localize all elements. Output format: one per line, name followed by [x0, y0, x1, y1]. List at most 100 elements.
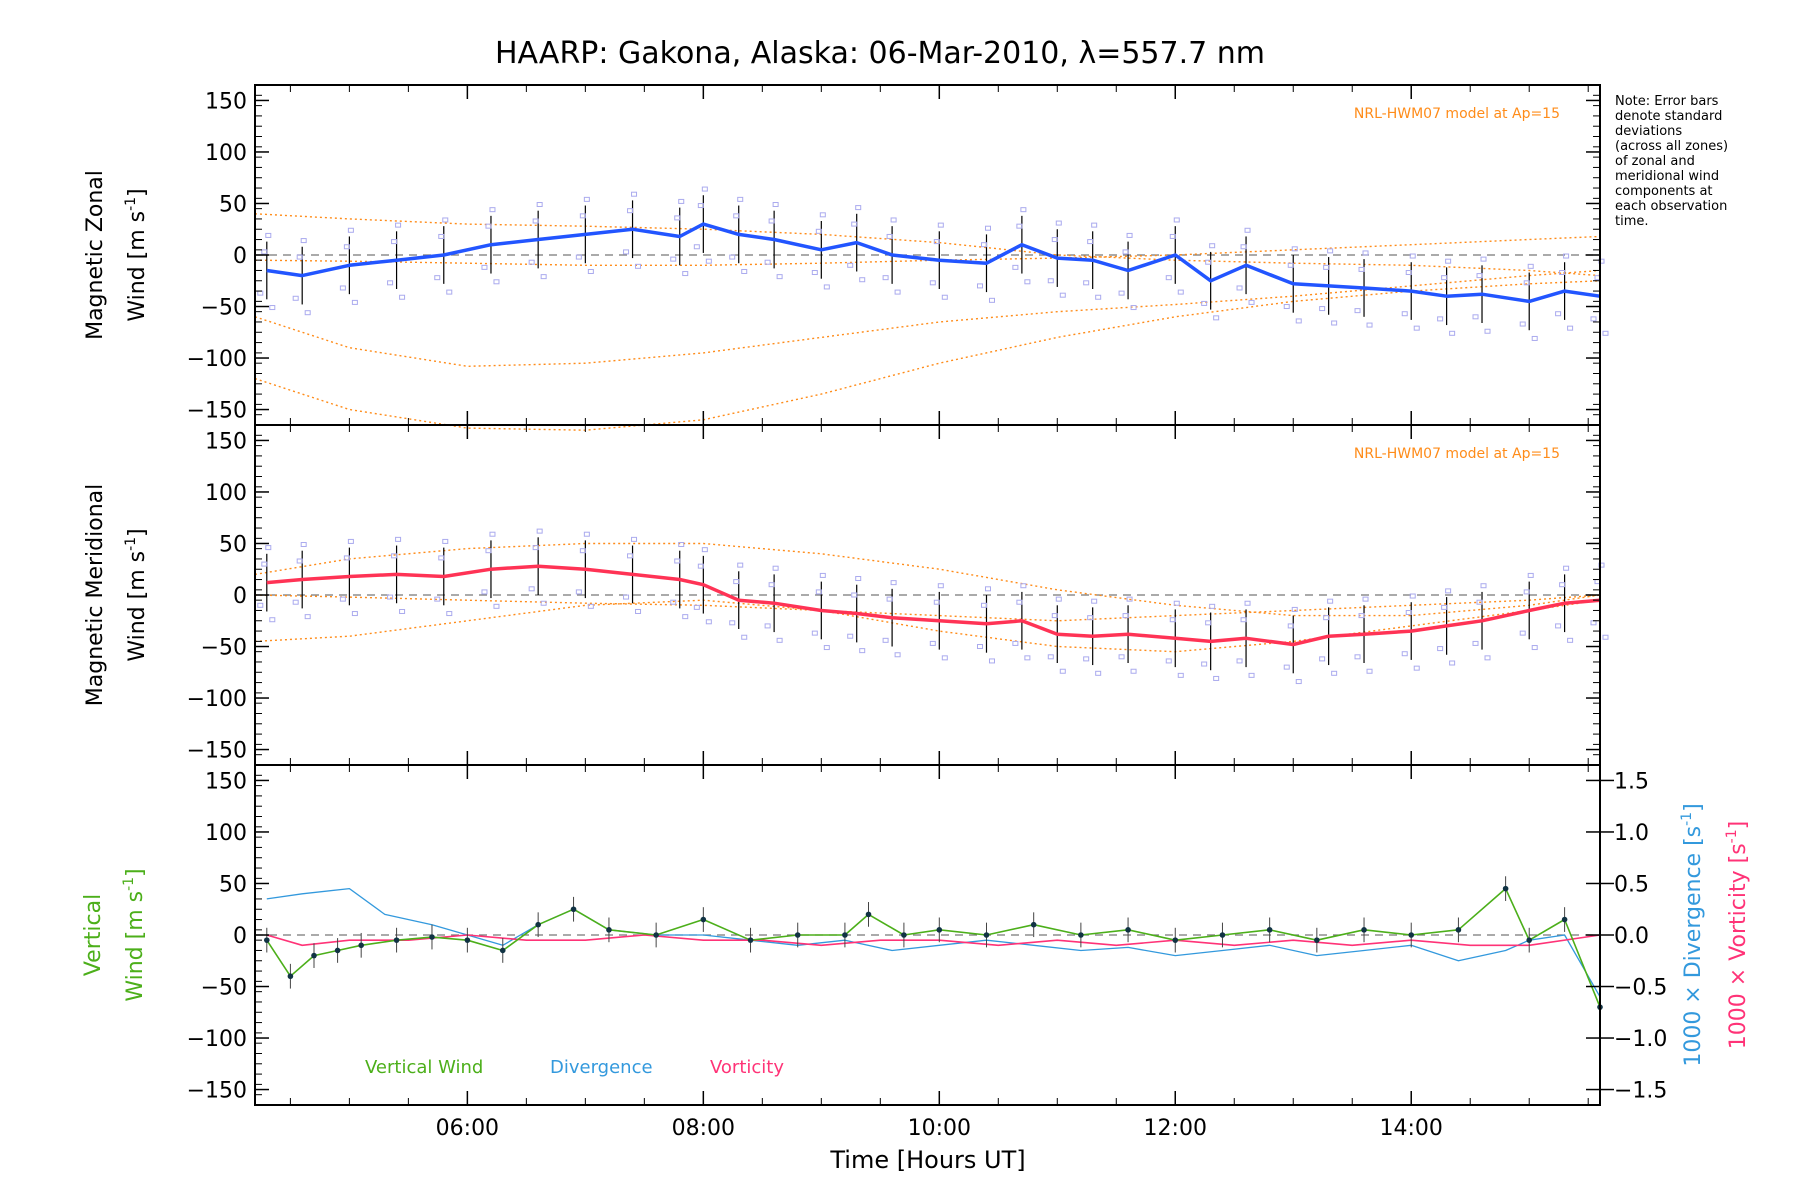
scatter-point	[1024, 279, 1031, 285]
scatter-point	[391, 553, 398, 559]
scatter-point	[1366, 322, 1373, 328]
y2-tick-label: 1.5	[1614, 769, 1649, 794]
scatter-point	[1331, 670, 1338, 676]
scatter-point	[587, 603, 594, 609]
scatter-point	[1480, 583, 1487, 589]
scatter-point	[1095, 294, 1102, 300]
scatter-point	[697, 203, 704, 209]
scatter-point	[1484, 328, 1491, 334]
scatter-point	[851, 221, 858, 227]
scatter-point	[339, 596, 346, 602]
x-tick-label: 06:00	[436, 1116, 499, 1141]
scatter-point	[937, 583, 944, 589]
y-tick-label: −150	[187, 399, 247, 424]
scatter-point	[1559, 270, 1566, 276]
scatter-point	[1236, 658, 1243, 664]
scatter-point	[697, 563, 704, 569]
vertical-wind-point	[1502, 885, 1509, 892]
scatter-point	[737, 196, 744, 202]
scatter-point	[1527, 572, 1534, 578]
scatter-point	[705, 619, 712, 625]
scatter-point	[1480, 256, 1487, 262]
scatter-point	[575, 254, 582, 260]
scatter-point	[292, 295, 299, 301]
scatter-point	[536, 202, 543, 208]
note-line: deviations	[1615, 124, 1682, 139]
y-tick-label: 150	[205, 769, 247, 794]
scatter-point	[1602, 634, 1609, 640]
scatter-point	[1248, 299, 1255, 305]
scatter-point	[1047, 654, 1054, 660]
scatter-point	[1323, 264, 1330, 270]
scatter-point	[1209, 603, 1216, 609]
scatter-point	[1358, 613, 1365, 619]
scatter-point	[1051, 613, 1058, 619]
scatter-point	[855, 576, 862, 582]
scatter-point	[387, 594, 394, 600]
meridional-model-label: NRL-HWM07 model at Ap=15	[1354, 446, 1560, 462]
scatter-point	[399, 294, 406, 300]
scatter-point	[627, 553, 634, 559]
vertical-wind-point	[263, 937, 270, 943]
scatter-point	[682, 271, 689, 277]
scatter-point	[847, 633, 854, 639]
scatter-point	[729, 254, 736, 260]
scatter-point	[1476, 273, 1483, 279]
scatter-point	[446, 611, 453, 617]
vertical-wind-point	[1455, 927, 1462, 933]
scatter-point	[536, 528, 543, 534]
scatter-point	[446, 289, 453, 295]
scatter-point	[1567, 637, 1574, 643]
scatter-point	[343, 244, 350, 250]
scatter-point	[941, 294, 948, 300]
scatter-point	[1020, 207, 1027, 213]
scatter-point	[1240, 244, 1247, 250]
scatter-point	[438, 233, 445, 239]
scatter-point	[741, 634, 748, 640]
meridional-panel: 150 100 50 0 −50 −100 −150 NRL-HWM07 model at …	[83, 424, 1609, 766]
scatter-point	[1523, 280, 1530, 286]
scatter-point	[528, 586, 535, 592]
scatter-point	[1519, 321, 1526, 327]
note-line: time.	[1615, 214, 1649, 229]
scatter-point	[1523, 589, 1530, 595]
vertical-wind-point	[901, 932, 907, 938]
vertical-wind-point	[535, 921, 541, 928]
vertical-wind-point	[1219, 932, 1226, 938]
scatter-point	[339, 285, 346, 291]
scatter-point	[859, 648, 866, 654]
scatter-point	[984, 225, 991, 231]
scatter-point	[481, 589, 488, 595]
scatter-point	[481, 264, 488, 270]
vertical-wind-point	[358, 942, 364, 949]
scatter-point	[855, 205, 862, 211]
scatter-point	[851, 592, 858, 598]
vorticity-y2-label: 1000 × Vorticity [s-1]	[1724, 821, 1751, 1049]
scatter-point	[1484, 655, 1491, 661]
scatter-point	[823, 645, 830, 651]
model-curve	[254, 542, 1601, 617]
scatter-point	[1169, 617, 1176, 623]
scatter-point	[1476, 599, 1483, 605]
scatter-point	[1016, 599, 1023, 605]
scatter-point	[627, 208, 634, 214]
vertical-wind-point	[1172, 937, 1179, 943]
legend-divergence: Divergence	[550, 1057, 653, 1078]
scatter-point	[1401, 651, 1408, 657]
scatter-point	[395, 536, 402, 542]
scatter-point	[387, 280, 394, 286]
scatter-point	[1205, 259, 1212, 265]
vertical-y-label-line1: Vertical	[81, 894, 106, 976]
scatter-point	[1287, 262, 1294, 268]
scatter-point	[764, 623, 771, 629]
vertical-y-label: Vertical Wind [m s-1]	[81, 868, 148, 1001]
scatter-point	[1122, 249, 1129, 255]
scatter-point	[623, 249, 630, 255]
scatter-point	[737, 562, 744, 568]
y-tick-label: −100	[187, 347, 247, 372]
scatter-point	[811, 630, 818, 636]
scatter-point	[988, 297, 995, 303]
vertical-wind-point	[464, 937, 471, 943]
scatter-point	[1319, 306, 1326, 312]
scatter-point	[489, 207, 496, 213]
